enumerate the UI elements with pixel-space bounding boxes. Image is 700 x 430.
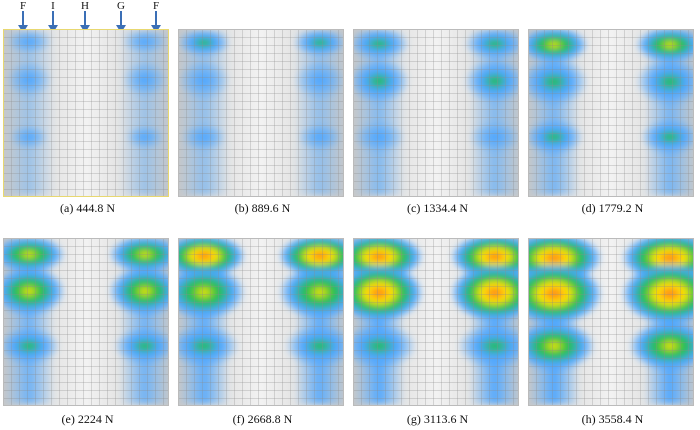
pressure-panel-d [528, 29, 694, 197]
arrow-label-f-left: F [19, 0, 27, 12]
arrow-label-g: G [117, 0, 125, 12]
panel-caption-a: (a) 444.8 N [60, 201, 115, 215]
arrow-label-i: I [51, 0, 55, 12]
panel-caption-d: (d) 1779.2 N [581, 201, 644, 215]
panel-caption-h: (h) 3558.4 N [581, 412, 644, 426]
arrow-label-f-right: F [152, 0, 160, 12]
pressure-panel-b [178, 29, 344, 197]
panel-caption-g: (g) 3113.6 N [406, 412, 469, 426]
panel-caption-c: (c) 1334.4 N [407, 201, 468, 215]
panel-caption-e: (e) 2224 N [61, 412, 114, 426]
pressure-panel-f [178, 238, 344, 406]
panel-caption-f: (f) 2668.8 N [232, 412, 293, 426]
pressure-panel-c [353, 29, 519, 197]
pressure-panel-g [353, 238, 519, 406]
arrow-label-h: H [81, 0, 89, 12]
pressure-panel-a [3, 29, 169, 197]
pressure-panel-h [528, 238, 694, 406]
pressure-panel-e [3, 238, 169, 406]
panel-caption-b: (b) 889.6 N [234, 201, 291, 215]
